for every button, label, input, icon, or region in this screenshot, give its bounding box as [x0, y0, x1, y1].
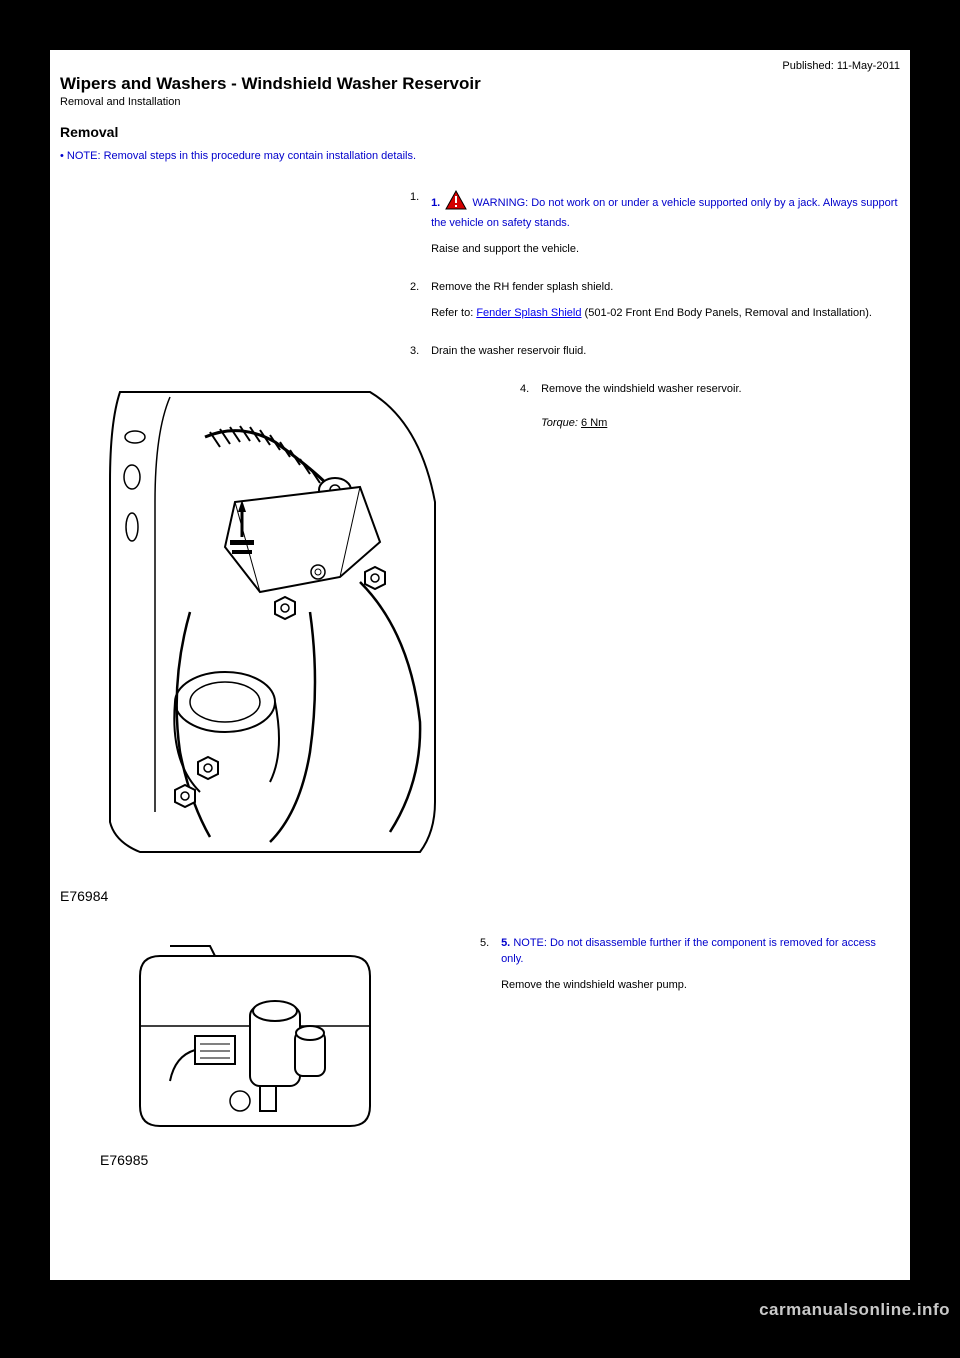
step-body: 5. NOTE: Do not disassemble further if t… — [501, 936, 899, 994]
procedure-note: • NOTE: Removal steps in this procedure … — [60, 150, 900, 162]
step-row-with-figure: E76985 5. 5. NOTE: Do not disassemble fu… — [60, 936, 900, 1170]
figure-washer-pump — [100, 936, 400, 1146]
torque-label: Torque: — [541, 417, 578, 429]
step-row: 3. Drain the washer reservoir fluid. — [60, 344, 900, 360]
fender-splash-shield-link[interactable]: Fender Splash Shield — [476, 307, 581, 319]
section-heading: Removal — [60, 124, 900, 140]
step-number: 5. — [480, 936, 498, 952]
warning-text: WARNING: Do not work on or under a vehic… — [431, 197, 897, 229]
step-number: 3. — [410, 344, 428, 360]
step-bold-number: 1. — [431, 197, 440, 209]
published-date: Published: 11-May-2011 — [60, 60, 900, 72]
step-number: 2. — [410, 280, 428, 296]
step-note: NOTE: Do not disassemble further if the … — [501, 937, 876, 965]
figure-reservoir-removal — [60, 382, 440, 882]
step-refer: Refer to: Fender Splash Shield (501-02 F… — [431, 306, 899, 322]
step-body: Remove the RH fender splash shield. Refe… — [431, 280, 899, 322]
document-page: Published: 11-May-2011 Wipers and Washer… — [50, 50, 910, 1280]
step-body: Remove the windshield washer reservoir. … — [541, 382, 899, 432]
step-number: 1. — [410, 190, 428, 206]
step-row: 1. 1. WARNING: Do not work on or under a… — [60, 190, 900, 258]
step-text: Drain the washer reservoir fluid. — [431, 344, 899, 360]
refer-prefix: Refer to: — [431, 307, 476, 319]
step-text: Raise and support the vehicle. — [431, 242, 899, 258]
step-text: Remove the RH fender splash shield. — [431, 281, 613, 293]
warning-icon — [445, 190, 467, 216]
watermark-text: carmanualsonline.info — [759, 1300, 950, 1320]
bolt-icon — [275, 597, 295, 619]
step-body: 1. WARNING: Do not work on or under a ve… — [431, 190, 899, 258]
figure-label: E76984 — [60, 886, 460, 906]
page-title: Wipers and Washers - Windshield Washer R… — [60, 74, 900, 94]
torque-value: 6 Nm — [581, 417, 607, 429]
step-row: 2. Remove the RH fender splash shield. R… — [60, 280, 900, 322]
step-number: 4. — [520, 382, 538, 398]
refer-suffix: (501-02 Front End Body Panels, Removal a… — [582, 307, 872, 319]
step-text: Remove the windshield washer reservoir. — [541, 383, 742, 395]
step-bold-number: 5. — [501, 937, 510, 949]
step-text: Remove the windshield washer pump. — [501, 978, 899, 994]
figure-label: E76985 — [100, 1150, 460, 1170]
page-subtitle: Removal and Installation — [60, 96, 900, 108]
step-row-with-figure: E76984 4. Remove the windshield washer r… — [60, 382, 900, 906]
